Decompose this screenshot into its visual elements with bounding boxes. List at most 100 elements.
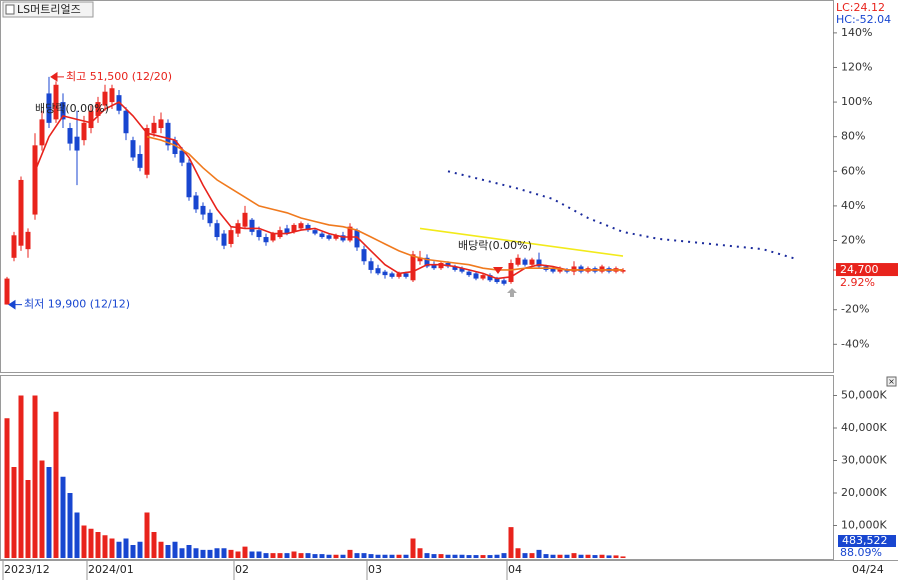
volume-box: [838, 535, 896, 547]
volume-bar: [165, 545, 171, 558]
candle-body: [319, 233, 325, 238]
volume-bar: [284, 553, 290, 558]
volume-bar: [473, 555, 479, 558]
candle-body: [599, 266, 605, 272]
candle-body: [403, 273, 409, 277]
candle-body: [557, 268, 563, 272]
last-price: 24,700: [840, 263, 879, 276]
candle-body: [109, 88, 115, 103]
volume-bar: [557, 554, 563, 558]
dividend-arrow: [493, 267, 503, 274]
candle-body: [249, 219, 255, 232]
volume-bar: [214, 548, 220, 558]
volume-bar: [550, 554, 556, 558]
candle-body: [4, 278, 10, 305]
volume-bar: [515, 548, 521, 558]
price-panel: [0, 0, 834, 373]
candle-body: [144, 128, 150, 175]
volume-bar: [102, 535, 108, 558]
candle-body: [235, 223, 241, 234]
volume-panel: [0, 375, 834, 560]
lc-value: LC:24.12: [836, 1, 885, 14]
volume-bar: [508, 527, 514, 558]
volume-bar: [39, 460, 45, 558]
volume-bar: [60, 476, 66, 558]
candle-body: [207, 212, 213, 224]
volume-bar: [571, 553, 577, 558]
candle-body: [424, 257, 430, 267]
volume-bar: [466, 555, 472, 558]
candle-body: [522, 259, 528, 265]
candle-body: [32, 145, 38, 215]
candle-body: [578, 266, 584, 272]
last-date: 04/24: [852, 563, 884, 576]
volume-bar: [95, 532, 101, 558]
candle-body: [347, 226, 353, 241]
candle-body: [312, 230, 318, 234]
candle-body: [389, 273, 395, 277]
volume-bar: [340, 554, 346, 558]
candle-body: [200, 205, 206, 215]
y-tick-label: 120%: [841, 60, 872, 73]
volume-bar: [431, 554, 437, 558]
candle-body: [263, 237, 269, 243]
candle-body: [151, 122, 157, 134]
candle-body: [221, 233, 227, 246]
volume-bar: [417, 548, 423, 558]
volume-bar: [256, 551, 262, 558]
title-box[interactable]: [2, 1, 94, 18]
x-tick-label: 04: [508, 563, 522, 576]
candle-body: [550, 268, 556, 272]
volume-bar: [564, 554, 570, 558]
candle-body: [193, 195, 199, 210]
candle-body: [46, 93, 52, 123]
candle-body: [270, 233, 276, 241]
volume-bar: [221, 548, 227, 558]
y-tick-label: 140%: [841, 26, 872, 39]
candle-body: [186, 162, 192, 198]
y-tick-label: 40%: [841, 199, 865, 212]
candle-body: [39, 119, 45, 146]
last-price-box: [836, 263, 898, 277]
candle-body: [571, 266, 577, 272]
volume-bar: [361, 553, 367, 558]
y-tick-label: 50,000K: [841, 389, 887, 402]
volume-bar: [53, 411, 59, 558]
candle-body: [305, 224, 311, 231]
volume-bar: [529, 553, 535, 558]
y-tick-label: -20%: [841, 303, 869, 316]
candle-body: [620, 270, 626, 272]
volume-ratio: 88.09%: [840, 546, 882, 559]
candle-body: [74, 136, 80, 151]
candle-body: [375, 268, 381, 274]
candle-body: [438, 262, 444, 269]
last-volume: 483,522: [842, 534, 888, 547]
candle-body: [515, 257, 521, 265]
volume-bar: [4, 418, 10, 558]
volume-bar: [410, 538, 416, 558]
close-button[interactable]: [886, 376, 897, 387]
last-change: 2.92%: [840, 276, 875, 289]
candle-body: [536, 259, 542, 267]
volume-bar: [144, 512, 150, 558]
candle-body: [179, 150, 185, 163]
volume-bar: [326, 554, 332, 558]
candle-body: [67, 128, 73, 144]
high-label: 최고 51,500 (12/20): [66, 70, 172, 83]
candle-body: [494, 278, 500, 283]
volume-bar: [375, 554, 381, 558]
candle-body: [137, 153, 143, 168]
candle-body: [326, 235, 332, 239]
stock-name: LS머트리얼즈: [17, 2, 81, 16]
y-tick-label: 10,000K: [841, 519, 887, 532]
x-tick-label: 2024/01: [88, 563, 134, 576]
candle-body: [480, 275, 486, 279]
volume-bar: [18, 395, 24, 558]
candle-body: [354, 230, 360, 248]
candle-body: [88, 110, 94, 129]
volume-bar: [501, 553, 507, 558]
volume-bar: [277, 553, 283, 558]
volume-bar: [599, 554, 605, 558]
volume-bar: [242, 546, 248, 558]
candle-body: [487, 275, 493, 281]
